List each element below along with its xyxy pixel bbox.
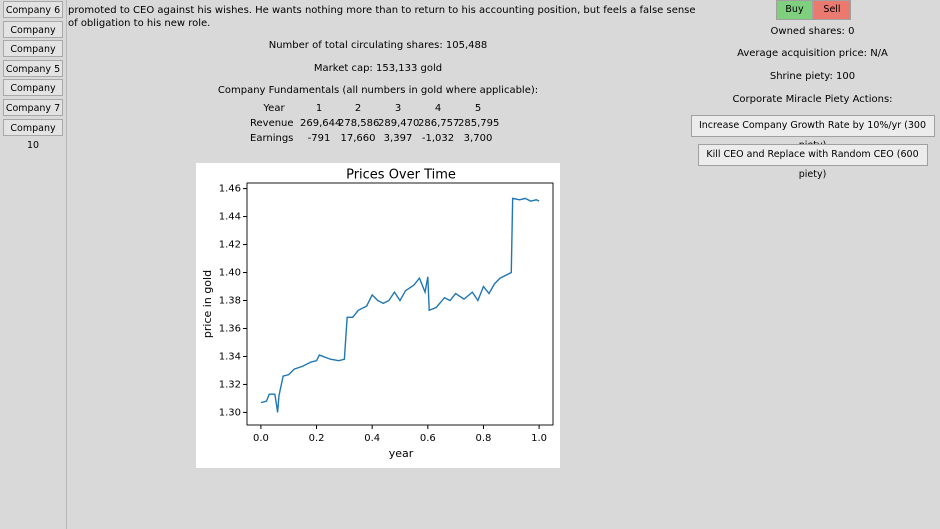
table-cell: -1,032 <box>421 133 455 144</box>
table-cell: 269,644 <box>300 118 342 129</box>
company-button[interactable]: Company 10 <box>3 118 63 151</box>
y-tick-label: 1.38 <box>219 296 241 307</box>
action-button[interactable]: Kill CEO and Replace with Random CEO (60… <box>697 144 928 180</box>
axes-frame <box>246 182 554 426</box>
actions: Increase Company Growth Rate by 10%/yr (… <box>690 115 935 180</box>
table-cell: 1 <box>315 103 323 114</box>
action-button[interactable]: Increase Company Growth Rate by 10%/yr (… <box>690 115 935 151</box>
table-cell: Revenue <box>250 118 294 129</box>
fundamentals-table: Year 1 2 3 4 5 Revenue 269,644 278,586 289,470 286… <box>250 103 510 148</box>
table-cell: 2 <box>354 103 362 114</box>
fundamentals-title: Company Fundamentals (all numbers in gol… <box>217 85 539 96</box>
y-tick-label: 1.42 <box>219 240 241 251</box>
chart-title: Prices Over Time <box>346 168 456 183</box>
price-line <box>260 197 540 413</box>
y-tick-label: 1.40 <box>219 268 241 279</box>
company-button[interactable]: Company 18 <box>3 20 63 53</box>
y-tick-label: 1.32 <box>219 379 241 390</box>
company-button[interactable]: Company 5 <box>3 59 63 77</box>
y-axis-label: price in gold <box>201 270 214 338</box>
shares: Number of total circulating shares: 105,… <box>268 40 488 51</box>
owned-shares: Owned shares: 0 <box>770 26 855 37</box>
table-cell: 5 <box>474 103 482 114</box>
table-cell: 4 <box>434 103 442 114</box>
actions-title: Corporate Miracle Piety Actions: <box>732 94 893 105</box>
description: promoted to CEO against his wishes. He w… <box>68 5 696 29</box>
x-tick-label: 0.8 <box>476 433 492 444</box>
x-axis-label: year <box>389 447 414 460</box>
x-tick-label: 1.0 <box>531 433 547 444</box>
market-cap: Market cap: 153,133 gold <box>313 63 443 74</box>
table-cell: 285,795 <box>458 118 500 129</box>
x-tick-label: 0.4 <box>364 433 380 444</box>
y-tick-label: 1.34 <box>219 351 241 362</box>
x-tick-label: 0.6 <box>420 433 436 444</box>
company-button[interactable]: Company 7 <box>3 99 63 116</box>
table-cell: 17,660 <box>340 133 376 144</box>
table-cell: 286,757 <box>418 118 460 129</box>
chart: Prices Over Time year price in gold 0.0 0… <box>196 163 560 468</box>
avg-price: Average acquisition price: N/A <box>737 48 888 59</box>
table-cell: 3,700 <box>463 133 493 144</box>
table-cell: 289,470 <box>378 118 420 129</box>
x-tick-label: 0.0 <box>253 433 269 444</box>
y-tick-label: 1.46 <box>219 184 241 195</box>
y-tick-label: 1.44 <box>219 212 241 223</box>
company-button[interactable]: Company 16 <box>3 79 63 111</box>
company-button[interactable]: Company 6 <box>3 1 63 18</box>
x-tick-label: 0.2 <box>309 433 325 444</box>
sell-button[interactable]: Sell <box>813 0 851 20</box>
shrine-piety: Shrine piety: 100 <box>769 71 856 82</box>
table-cell: Earnings <box>250 133 294 144</box>
table-cell: 3 <box>394 103 402 114</box>
table-cell: Year <box>263 103 285 114</box>
sidebar: Company 6 Company 18Company 12Company 5 Co… <box>0 0 67 529</box>
table-cell: -791 <box>307 133 331 144</box>
buy-button[interactable]: Buy <box>776 0 813 20</box>
chart-background <box>196 163 560 468</box>
company-button[interactable]: Company 12 <box>3 40 63 72</box>
y-tick-label: 1.30 <box>219 407 241 418</box>
table-cell: 3,397 <box>383 133 413 144</box>
y-tick-label: 1.36 <box>219 323 241 334</box>
table-cell: 278,586 <box>338 118 380 129</box>
